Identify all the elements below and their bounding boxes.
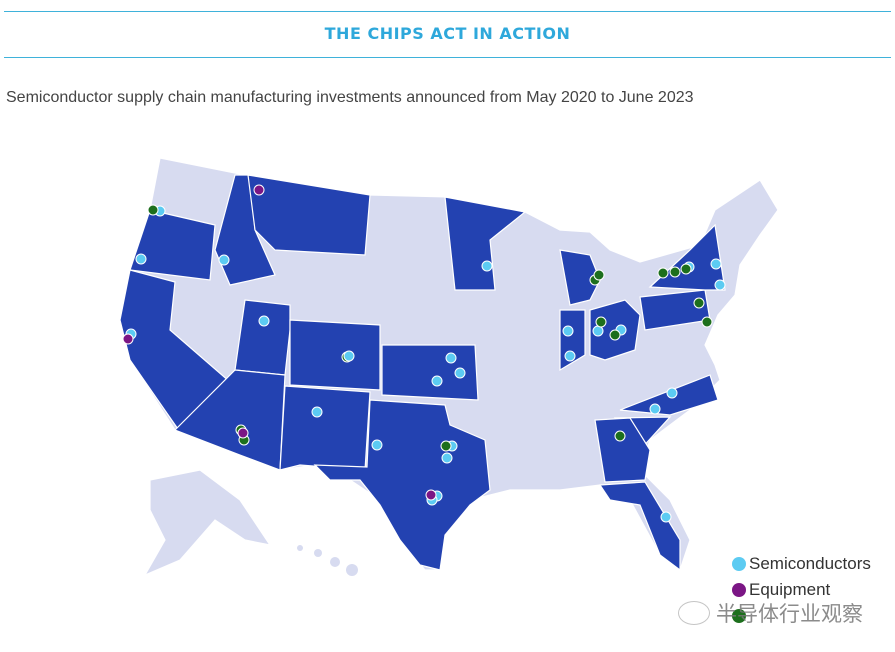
semiconductors-marker <box>343 350 355 362</box>
materials-marker <box>440 440 452 452</box>
equipment-dot-icon <box>732 583 746 597</box>
materials-marker <box>701 316 713 328</box>
state-oregon <box>129 209 216 281</box>
semiconductors-marker <box>481 260 493 272</box>
hawaii-island <box>330 557 340 567</box>
watermark: 半导体行业观察 <box>678 598 863 628</box>
semiconductors-marker <box>311 406 323 418</box>
semiconductors-marker <box>666 387 678 399</box>
state-florida <box>598 481 681 572</box>
semiconductors-marker <box>649 403 661 415</box>
legend-item-semiconductors: Semiconductors <box>732 551 871 577</box>
semiconductors-marker <box>564 350 576 362</box>
page-title: THE CHIPS ACT IN ACTION <box>324 24 571 43</box>
semiconductors-marker <box>258 315 270 327</box>
state-michigan <box>559 249 601 306</box>
wechat-logo-icon <box>678 601 710 625</box>
state-minnesota <box>444 196 527 291</box>
semiconductors-marker <box>135 253 147 265</box>
title-rule <box>4 57 891 58</box>
equipment-marker <box>425 489 437 501</box>
semiconductors-marker <box>710 258 722 270</box>
state-colorado <box>289 319 381 391</box>
equipment-marker <box>253 184 265 196</box>
materials-marker <box>147 204 159 216</box>
materials-marker <box>595 316 607 328</box>
materials-marker <box>693 297 705 309</box>
state-montana <box>247 174 371 256</box>
top-rule <box>4 11 891 12</box>
semiconductors-dot-icon <box>732 557 746 571</box>
materials-marker <box>593 269 605 281</box>
semiconductors-marker <box>592 325 604 337</box>
hawaii-island <box>297 545 303 551</box>
semiconductors-marker <box>441 452 453 464</box>
semiconductors-marker <box>454 367 466 379</box>
legend: Semiconductors Equipment <box>732 551 871 629</box>
legend-label: Equipment <box>749 580 831 599</box>
materials-marker <box>609 329 621 341</box>
hawaii-island <box>346 564 358 576</box>
legend-item-equipment: Equipment <box>732 577 871 603</box>
semiconductors-marker <box>562 325 574 337</box>
legend-item-materials <box>732 603 871 629</box>
hawaii-island <box>314 549 322 557</box>
materials-marker <box>680 263 692 275</box>
materials-marker <box>614 430 626 442</box>
watermark-text: 半导体行业观察 <box>716 602 863 626</box>
equipment-marker <box>237 427 249 439</box>
state-utah <box>234 299 291 376</box>
semiconductors-marker <box>445 352 457 364</box>
equipment-marker <box>122 333 134 345</box>
state-new-mexico <box>279 385 371 471</box>
state-alaska <box>143 469 272 577</box>
map-subtitle: Semiconductor supply chain manufacturing… <box>6 89 694 106</box>
semiconductors-marker <box>431 375 443 387</box>
semiconductors-marker <box>218 254 230 266</box>
materials-dot-icon <box>732 609 746 623</box>
state-georgia <box>594 417 651 483</box>
semiconductors-marker <box>660 511 672 523</box>
legend-label: Semiconductors <box>749 554 871 573</box>
semiconductors-marker <box>714 279 726 291</box>
materials-marker <box>669 266 681 278</box>
state-new-york <box>648 223 726 291</box>
state-arizona <box>173 369 286 471</box>
semiconductors-marker <box>371 439 383 451</box>
materials-marker <box>657 267 669 279</box>
